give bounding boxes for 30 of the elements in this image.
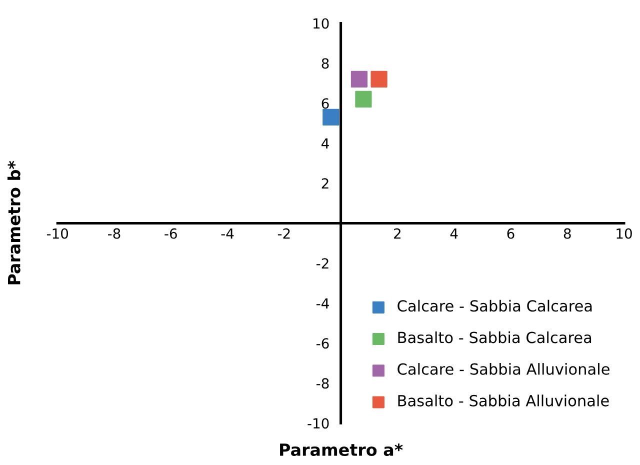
x-tick-label: 4: [450, 228, 458, 239]
legend-label: Basalto - Sabbia Calcarea: [398, 331, 592, 344]
x-tick-label: 6: [507, 228, 514, 239]
y-tick-label: -6: [316, 338, 329, 349]
y-tick-label: 6: [322, 98, 329, 109]
x-tick-label: -8: [108, 228, 120, 239]
y-tick-label: 8: [322, 58, 329, 69]
point: [350, 70, 368, 88]
x-tick-label: 2: [394, 228, 400, 239]
x-tick-label: -4: [221, 228, 234, 239]
y-tick-label: -8: [316, 378, 329, 389]
x-tick-label: -2: [278, 228, 290, 239]
legend-label: Calcare - Sabbia Calcarea: [398, 300, 592, 312]
y-tick-label: 4: [322, 138, 329, 148]
x-tick-label: -6: [164, 228, 177, 239]
x-axis-title: Parametro a*: [280, 443, 403, 456]
legend-label: Basalto - Sabbia Alluvionale: [398, 394, 609, 406]
x-tick-label: 10: [616, 228, 632, 239]
y-tick-label: 2: [322, 178, 328, 188]
point: [355, 90, 372, 108]
y-tick-label: 10: [314, 18, 329, 29]
y-tick-label: -4: [316, 298, 329, 308]
y-axis-title: Parametro b*: [7, 160, 20, 284]
legend-label: Calcare - Sabbia Alluvionale: [398, 363, 610, 375]
point: [322, 108, 340, 126]
x-tick-label: -10: [46, 228, 68, 239]
x-tick-label: 8: [564, 228, 571, 239]
point: [370, 70, 388, 88]
y-tick-label: -10: [308, 418, 329, 429]
y-tick-label: -2: [316, 258, 328, 268]
